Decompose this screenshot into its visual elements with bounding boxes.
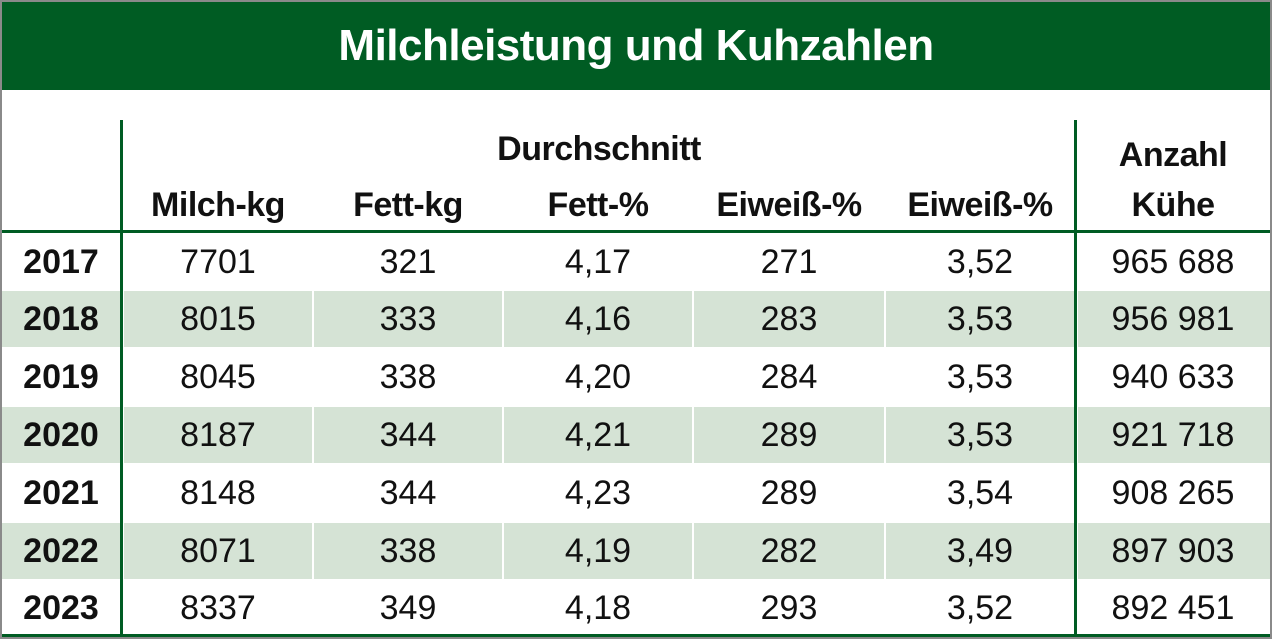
col-header-fett-kg: Fett-kg: [353, 186, 463, 224]
eiweiss-pct-cell: 3,53: [946, 300, 1014, 338]
milch-kg-cell: 8071: [180, 532, 256, 570]
kuehe-cell: 921 718: [1111, 416, 1235, 454]
fett-kg-cell: 349: [379, 589, 437, 627]
eiweiss-pct-cell: 3,53: [946, 358, 1014, 396]
year-cell: 2019: [23, 358, 99, 396]
eiweiss-kg-cell: 284: [760, 358, 818, 396]
milch-kg-cell: 8045: [180, 358, 256, 396]
fett-pct-cell: 4,21: [564, 416, 632, 454]
year-column-divider: [120, 120, 123, 637]
eiweiss-pct-cell: 3,49: [946, 532, 1014, 570]
fett-pct-cell: 4,20: [564, 358, 632, 396]
year-cell: 2023: [23, 589, 99, 627]
kuehe-cell: 908 265: [1111, 474, 1235, 512]
year-cell: 2021: [23, 474, 99, 512]
fett-kg-cell: 333: [379, 300, 437, 338]
cows-column-divider: [1074, 120, 1077, 637]
table-row: 2020 8187 344 4,21 289 3,53 921 718: [2, 407, 1270, 463]
kuehe-cell: 940 633: [1111, 358, 1235, 396]
table-row: 2019 8045 338 4,20 284 3,53 940 633: [2, 349, 1270, 405]
group-header-durchschnitt: Durchschnitt: [497, 130, 701, 168]
col-header-fett-pct: Fett-%: [547, 186, 649, 224]
table-row: 2022 8071 338 4,19 282 3,49 897 903: [2, 523, 1270, 579]
fett-pct-cell: 4,19: [564, 532, 632, 570]
col-header-anzahl: Anzahl: [1118, 136, 1228, 174]
year-cell: 2018: [23, 300, 99, 338]
page-title: Milchleistung und Kuhzahlen: [2, 2, 1270, 90]
fett-pct-cell: 4,17: [564, 243, 632, 281]
col-header-milch-kg: Milch-kg: [151, 186, 285, 224]
fett-kg-cell: 344: [379, 474, 437, 512]
year-cell: 2020: [23, 416, 99, 454]
col-header-eiweiss-kg: Eiweiß-%: [716, 186, 862, 224]
table-row: 2017 7701 321 4,17 271 3,52 965 688: [2, 234, 1270, 290]
milch-kg-cell: 8015: [180, 300, 256, 338]
fett-pct-cell: 4,18: [564, 589, 632, 627]
eiweiss-pct-cell: 3,53: [946, 416, 1014, 454]
year-cell: 2017: [23, 243, 99, 281]
table-row: 2018 8015 333 4,16 283 3,53 956 981: [2, 291, 1270, 347]
eiweiss-kg-cell: 289: [760, 416, 818, 454]
milch-kg-cell: 8148: [180, 474, 256, 512]
fett-kg-cell: 338: [379, 532, 437, 570]
col-header-eiweiss-pct: Eiweiß-%: [907, 186, 1053, 224]
eiweiss-pct-cell: 3,52: [946, 589, 1014, 627]
milch-kg-cell: 7701: [180, 243, 256, 281]
fett-kg-cell: 344: [379, 416, 437, 454]
col-header-kuehe: Kühe: [1131, 186, 1216, 224]
table-row: 2023 8337 349 4,18 293 3,52 892 451: [2, 580, 1270, 636]
eiweiss-kg-cell: 283: [760, 300, 818, 338]
bottom-rule: [2, 634, 1270, 637]
milch-kg-cell: 8187: [180, 416, 256, 454]
fett-kg-cell: 338: [379, 358, 437, 396]
eiweiss-kg-cell: 282: [760, 532, 818, 570]
eiweiss-kg-cell: 271: [760, 243, 818, 281]
kuehe-cell: 897 903: [1111, 532, 1235, 570]
kuehe-cell: 956 981: [1111, 300, 1235, 338]
fett-pct-cell: 4,16: [564, 300, 632, 338]
table-row: 2021 8148 344 4,23 289 3,54 908 265: [2, 465, 1270, 521]
kuehe-cell: 892 451: [1111, 589, 1235, 627]
milch-kg-cell: 8337: [180, 589, 256, 627]
fett-kg-cell: 321: [379, 243, 437, 281]
eiweiss-pct-cell: 3,52: [946, 243, 1014, 281]
fett-pct-cell: 4,23: [564, 474, 632, 512]
kuehe-cell: 965 688: [1111, 243, 1235, 281]
header-rule: [2, 230, 1270, 233]
eiweiss-pct-cell: 3,54: [946, 474, 1014, 512]
eiweiss-kg-cell: 289: [760, 474, 818, 512]
eiweiss-kg-cell: 293: [760, 589, 818, 627]
year-cell: 2022: [23, 532, 99, 570]
